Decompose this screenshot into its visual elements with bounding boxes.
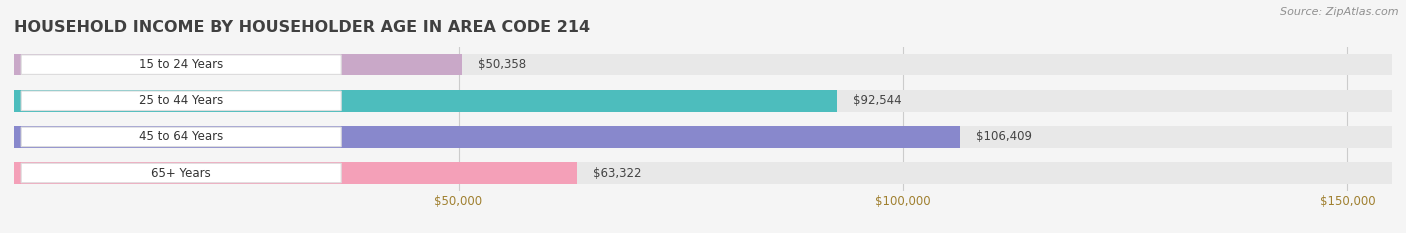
Bar [14, 54, 1392, 75]
Text: 15 to 24 Years: 15 to 24 Years [139, 58, 224, 71]
FancyBboxPatch shape [21, 91, 342, 110]
Text: 65+ Years: 65+ Years [152, 167, 211, 179]
Bar [14, 90, 1392, 112]
Text: $106,409: $106,409 [976, 130, 1032, 143]
Bar [14, 162, 1392, 184]
Text: $50,358: $50,358 [478, 58, 526, 71]
Bar [14, 54, 461, 75]
FancyBboxPatch shape [21, 55, 342, 74]
FancyBboxPatch shape [21, 163, 342, 183]
Text: $63,322: $63,322 [593, 167, 641, 179]
Text: Source: ZipAtlas.com: Source: ZipAtlas.com [1281, 7, 1399, 17]
Text: 45 to 64 Years: 45 to 64 Years [139, 130, 224, 143]
Bar [14, 126, 960, 148]
Bar [14, 162, 576, 184]
FancyBboxPatch shape [21, 127, 342, 147]
Text: HOUSEHOLD INCOME BY HOUSEHOLDER AGE IN AREA CODE 214: HOUSEHOLD INCOME BY HOUSEHOLDER AGE IN A… [14, 20, 591, 35]
Text: $92,544: $92,544 [852, 94, 901, 107]
Text: 25 to 44 Years: 25 to 44 Years [139, 94, 224, 107]
Bar [14, 126, 1392, 148]
Bar [14, 90, 837, 112]
